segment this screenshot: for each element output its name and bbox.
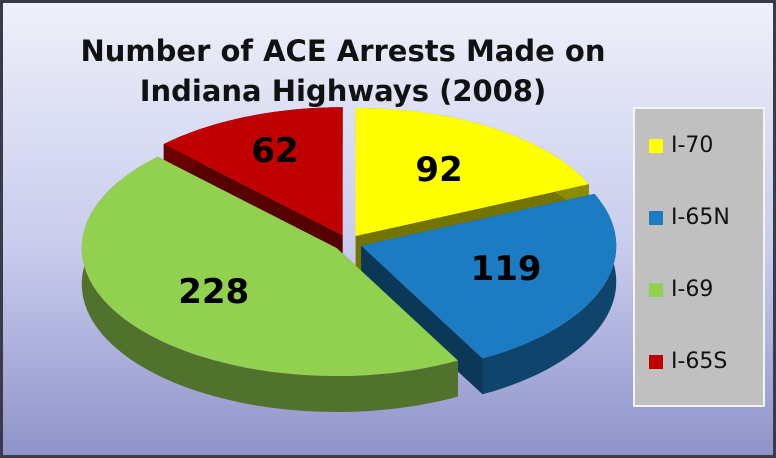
legend-entry: I-65S — [649, 349, 727, 374]
data-label: 228 — [178, 272, 249, 312]
data-label: 62 — [251, 131, 298, 171]
legend-entry: I-69 — [649, 277, 713, 302]
legend-label: I-65N — [671, 205, 730, 230]
legend-swatch — [649, 354, 663, 369]
data-label: 119 — [471, 249, 542, 289]
legend-swatch — [649, 282, 663, 297]
legend-label: I-65S — [671, 349, 728, 374]
slice-side — [482, 193, 617, 395]
legend-label: I-69 — [671, 277, 714, 302]
legend-swatch — [649, 138, 663, 153]
legend-swatch — [649, 210, 663, 225]
chart-title: Number of ACE Arrests Made on Indiana Hi… — [80, 34, 606, 108]
slice — [361, 193, 617, 359]
slice — [163, 107, 343, 236]
pie-area: 92 119 228 62 — [81, 107, 617, 412]
legend-label: I-70 — [671, 133, 714, 158]
legend: I-70 I-65N I-69 I-65S — [633, 107, 765, 407]
legend-entry: I-65N — [649, 205, 730, 230]
data-label: 92 — [415, 150, 462, 190]
slice — [81, 156, 459, 376]
slice — [355, 108, 589, 236]
legend-entry: I-70 — [649, 133, 713, 158]
slice-side — [81, 156, 459, 412]
